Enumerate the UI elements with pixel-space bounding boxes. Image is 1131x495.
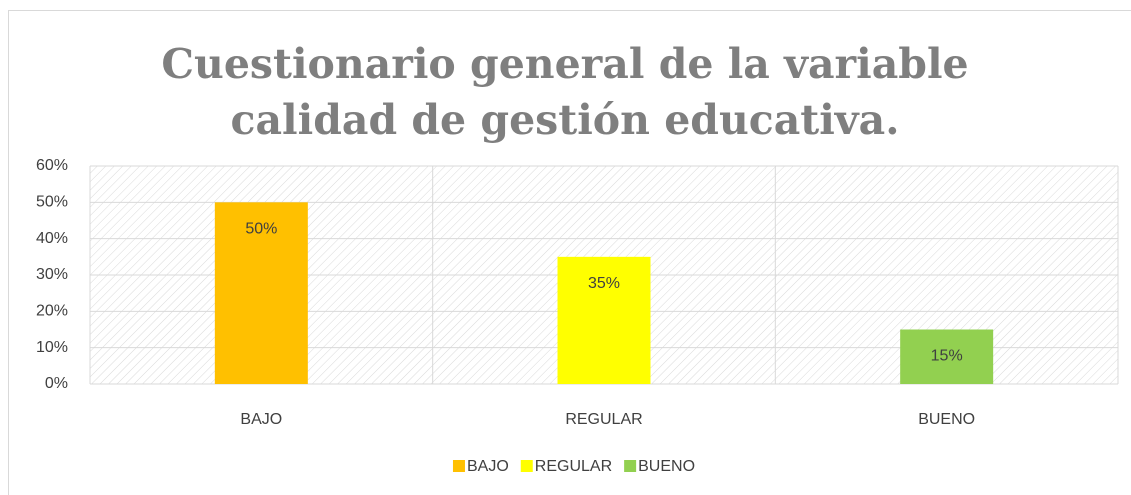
- chart-title: Cuestionario general de la variable cali…: [161, 40, 969, 144]
- legend-label: BAJO: [467, 458, 509, 475]
- legend-swatch: [624, 460, 637, 472]
- data-label: 50%: [245, 221, 277, 238]
- y-tick-label: 60%: [36, 157, 68, 174]
- bar: [557, 256, 651, 384]
- x-tick-label: BUENO: [918, 411, 975, 428]
- y-tick-label: 20%: [36, 303, 68, 320]
- legend-label: BUENO: [638, 458, 695, 475]
- legend: BAJO REGULAR BUENO: [452, 458, 695, 475]
- legend-label: REGULAR: [535, 458, 612, 475]
- y-tick-label: 10%: [36, 339, 68, 356]
- chart-border: [8, 10, 1131, 495]
- legend-swatch: [520, 460, 533, 472]
- bar: [214, 202, 308, 384]
- bar: [900, 329, 994, 384]
- data-label: 15%: [931, 348, 963, 365]
- y-tick-label: 0%: [45, 375, 68, 392]
- y-tick-label: 50%: [36, 194, 68, 211]
- x-tick-label: BAJO: [240, 411, 282, 428]
- y-tick-label: 30%: [36, 266, 68, 283]
- y-tick-label: 40%: [36, 230, 68, 247]
- x-tick-label: REGULAR: [565, 411, 642, 428]
- legend-swatch: [452, 460, 465, 472]
- data-label: 35%: [588, 275, 620, 292]
